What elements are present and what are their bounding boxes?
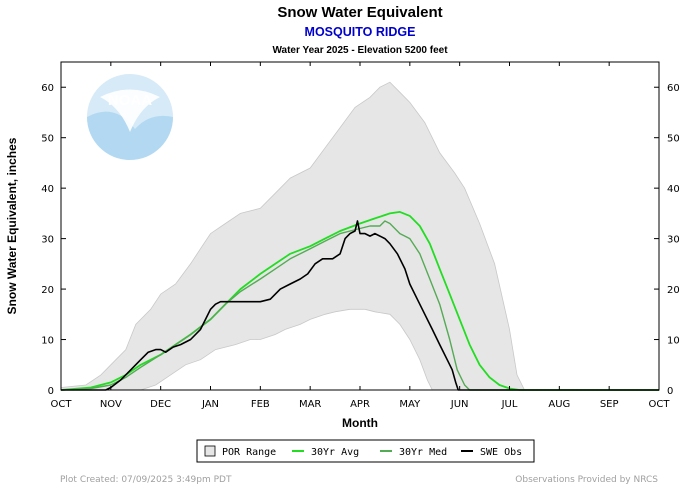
legend-box [196,439,535,463]
y-tick-label-left: 10 [41,336,54,347]
x-tick-label: FEB [251,399,270,410]
x-tick-label: APR [350,399,370,410]
station-subtitle: MOSQUITO RIDGE [305,25,416,39]
legend-item-30yr-avg: 30Yr Avg [292,447,359,458]
series-layer [60,81,659,391]
y-tick-label-right: 0 [667,386,673,397]
y-tick-label-left: 30 [41,235,54,246]
ticks-layer: OCT NOV DEC JAN FEB MAR APR MAY JUN JUL AUG SEP OCT 0… [41,62,680,410]
water-year-subtitle: Water Year 2025 - Elevation 5200 feet [272,45,448,56]
chart-title: Snow Water Equivalent [277,4,442,21]
y-tick-label-right: 10 [667,336,680,347]
legend-item-30yr-med: 30Yr Med [380,447,447,458]
y-tick-label-left: 0 [48,386,54,397]
x-tick-label: MAY [399,399,421,410]
noaa-logo-text: NOAA [108,92,152,109]
y-tick-label-left: 20 [41,285,54,296]
legend-label-por: POR Range [222,447,276,458]
x-tick-label: JUN [450,399,469,410]
x-tick-label: DEC [150,399,171,410]
x-tick-label: JAN [201,399,219,410]
y-tick-label-right: 20 [667,285,680,296]
noaa-logo: NOAA [87,74,173,160]
observations-credit-text: Observations Provided by NRCS [515,475,658,485]
x-tick-label: NOV [100,399,122,410]
legend-label-avg: 30Yr Avg [311,447,359,458]
y-tick-label-left: 40 [41,184,54,195]
legend-swatch-por [204,445,216,457]
legend: POR Range 30Yr Avg 30Yr Med SWE Obs [196,439,535,463]
y-tick-label-left: 50 [41,134,54,145]
y-axis-label: Snow Water Equivalent, inches [5,137,19,314]
legend-item-por-range: POR Range [204,445,276,458]
y-tick-label-right: 60 [667,83,680,94]
y-tick-label-right: 50 [667,134,680,145]
legend-label-med: 30Yr Med [399,447,447,458]
legend-item-swe-obs: SWE Obs [461,447,522,458]
series-swe-obs [61,220,659,391]
series-por-range [60,81,659,391]
x-axis-label: Month [342,416,378,430]
y-tick-label-right: 30 [667,235,680,246]
plot-area: NOAA OCT NOV DEC JAN FEB MAR APR MAY JUN JUL AUG SE… [41,61,680,410]
x-tick-label: OCT [649,399,671,410]
x-tick-label: JUL [501,399,518,410]
x-tick-label: AUG [548,399,570,410]
y-tick-label-right: 40 [667,184,680,195]
y-tick-label-left: 60 [41,83,54,94]
x-tick-label: MAR [299,399,321,410]
x-tick-label: SEP [600,399,619,410]
plot-created-text: Plot Created: 07/09/2025 3:49pm PDT [60,475,232,485]
x-tick-label: OCT [51,399,73,410]
legend-label-obs: SWE Obs [480,447,522,458]
